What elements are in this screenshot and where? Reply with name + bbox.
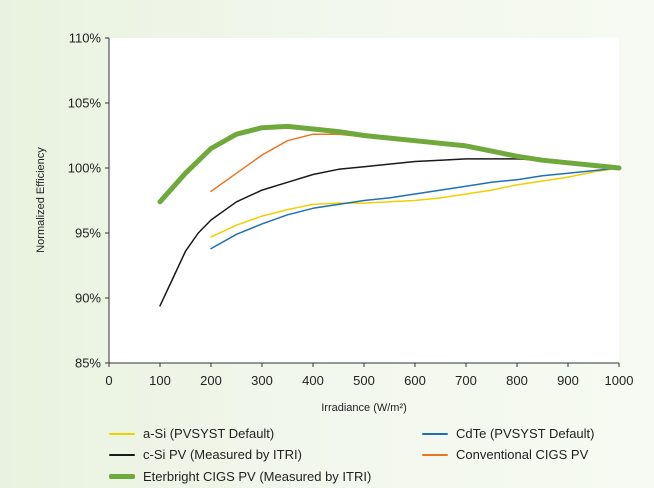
x-tick-label: 0 (105, 373, 112, 388)
x-axis-title: Irradiance (W/m²) (321, 402, 407, 414)
y-tick-label: 100% (68, 161, 102, 176)
x-tick-label: 1000 (605, 373, 634, 388)
x-tick-label: 900 (557, 373, 579, 388)
y-tick-label: 85% (75, 356, 101, 371)
x-tick-label: 400 (302, 373, 324, 388)
x-tick-label: 200 (200, 373, 222, 388)
x-tick-label: 300 (251, 373, 273, 388)
y-tick-label: 110% (69, 31, 102, 46)
x-tick-label: 500 (353, 373, 375, 388)
x-tick-label: 700 (455, 373, 477, 388)
y-tick-label: 90% (75, 291, 101, 306)
x-tick-label: 100 (149, 373, 171, 388)
series-line-eterbright-cigs-pv-measured-by-itri (157, 123, 622, 205)
x-tick-label: 800 (506, 373, 528, 388)
y-axis-title: Normalized Efficiency (35, 147, 47, 253)
x-tick-label: 600 (404, 373, 426, 388)
y-tick-label: 105% (68, 96, 102, 111)
y-tick-label: 95% (75, 226, 101, 241)
series-line-cdte-pvsyst-default (210, 167, 620, 250)
series-line-a-si-pvsyst-default (210, 167, 620, 238)
